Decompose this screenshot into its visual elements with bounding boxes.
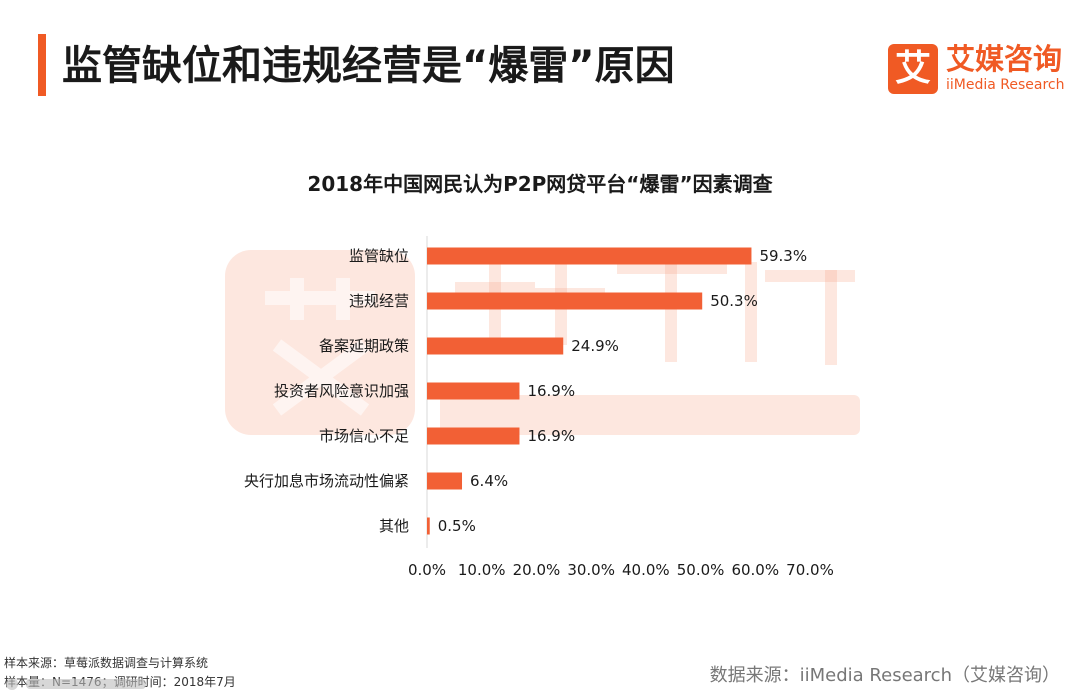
sample-notes: 样本来源：草莓派数据调查与计算系统 样本量：N=1476；调研时间：2018年7…	[4, 654, 236, 692]
brand-logo: 艾 艾媒咨询 iiMedia Research	[888, 42, 1068, 98]
x-tick-label: 60.0%	[731, 561, 779, 579]
bar	[427, 472, 463, 490]
x-tick-label: 40.0%	[622, 561, 670, 579]
category-label: 违规经营	[349, 292, 409, 310]
category-label: 投资者风险意识加强	[274, 382, 409, 400]
category-label: 央行加息市场流动性偏紧	[244, 472, 409, 490]
x-tick-label: 50.0%	[677, 561, 725, 579]
sample-info-text: 样本量：N=1476；调研时间：2018年7月	[4, 675, 236, 689]
x-tick-label: 0.0%	[408, 561, 446, 579]
data-label: 6.4%	[470, 472, 508, 490]
bar	[427, 427, 520, 445]
bar	[427, 247, 752, 265]
data-label: 0.5%	[438, 517, 476, 535]
data-source-text: 数据来源：iiMedia Research（艾媒咨询）	[709, 665, 1060, 686]
page-title: 监管缺位和违规经营是“爆雷”原因	[62, 43, 675, 89]
category-label: 监管缺位	[349, 247, 409, 265]
logo-name-cn: 艾媒咨询	[946, 42, 1063, 76]
logo-name-en: iiMedia Research	[946, 77, 1065, 93]
category-label: 备案延期政策	[319, 337, 409, 355]
title-accent-bar	[38, 34, 46, 96]
x-tick-label: 20.0%	[513, 561, 561, 579]
logo-mark: 艾	[888, 44, 938, 94]
bar	[427, 337, 564, 355]
sample-source-text: 样本来源：草莓派数据调查与计算系统	[4, 656, 209, 670]
bar	[427, 382, 520, 400]
category-label: 市场信心不足	[319, 427, 409, 445]
data-label: 50.3%	[710, 292, 758, 310]
data-label: 24.9%	[571, 337, 619, 355]
bar-chart: 监管缺位 59.3% 违规经营 50.3% 备案延期政策 24.9% 投资者风险意识加强 16…	[244, 236, 834, 579]
data-label: 16.9%	[527, 382, 575, 400]
bar	[427, 517, 430, 535]
data-label: 16.9%	[527, 427, 575, 445]
category-label: 其他	[379, 517, 409, 535]
x-tick-label: 30.0%	[567, 561, 615, 579]
bar	[427, 292, 703, 310]
chart-title: 2018年中国网民认为P2P网贷平台“爆雷”因素调查	[307, 172, 773, 196]
x-tick-label: 70.0%	[786, 561, 834, 579]
data-label: 59.3%	[759, 247, 807, 265]
x-tick-label: 10.0%	[458, 561, 506, 579]
